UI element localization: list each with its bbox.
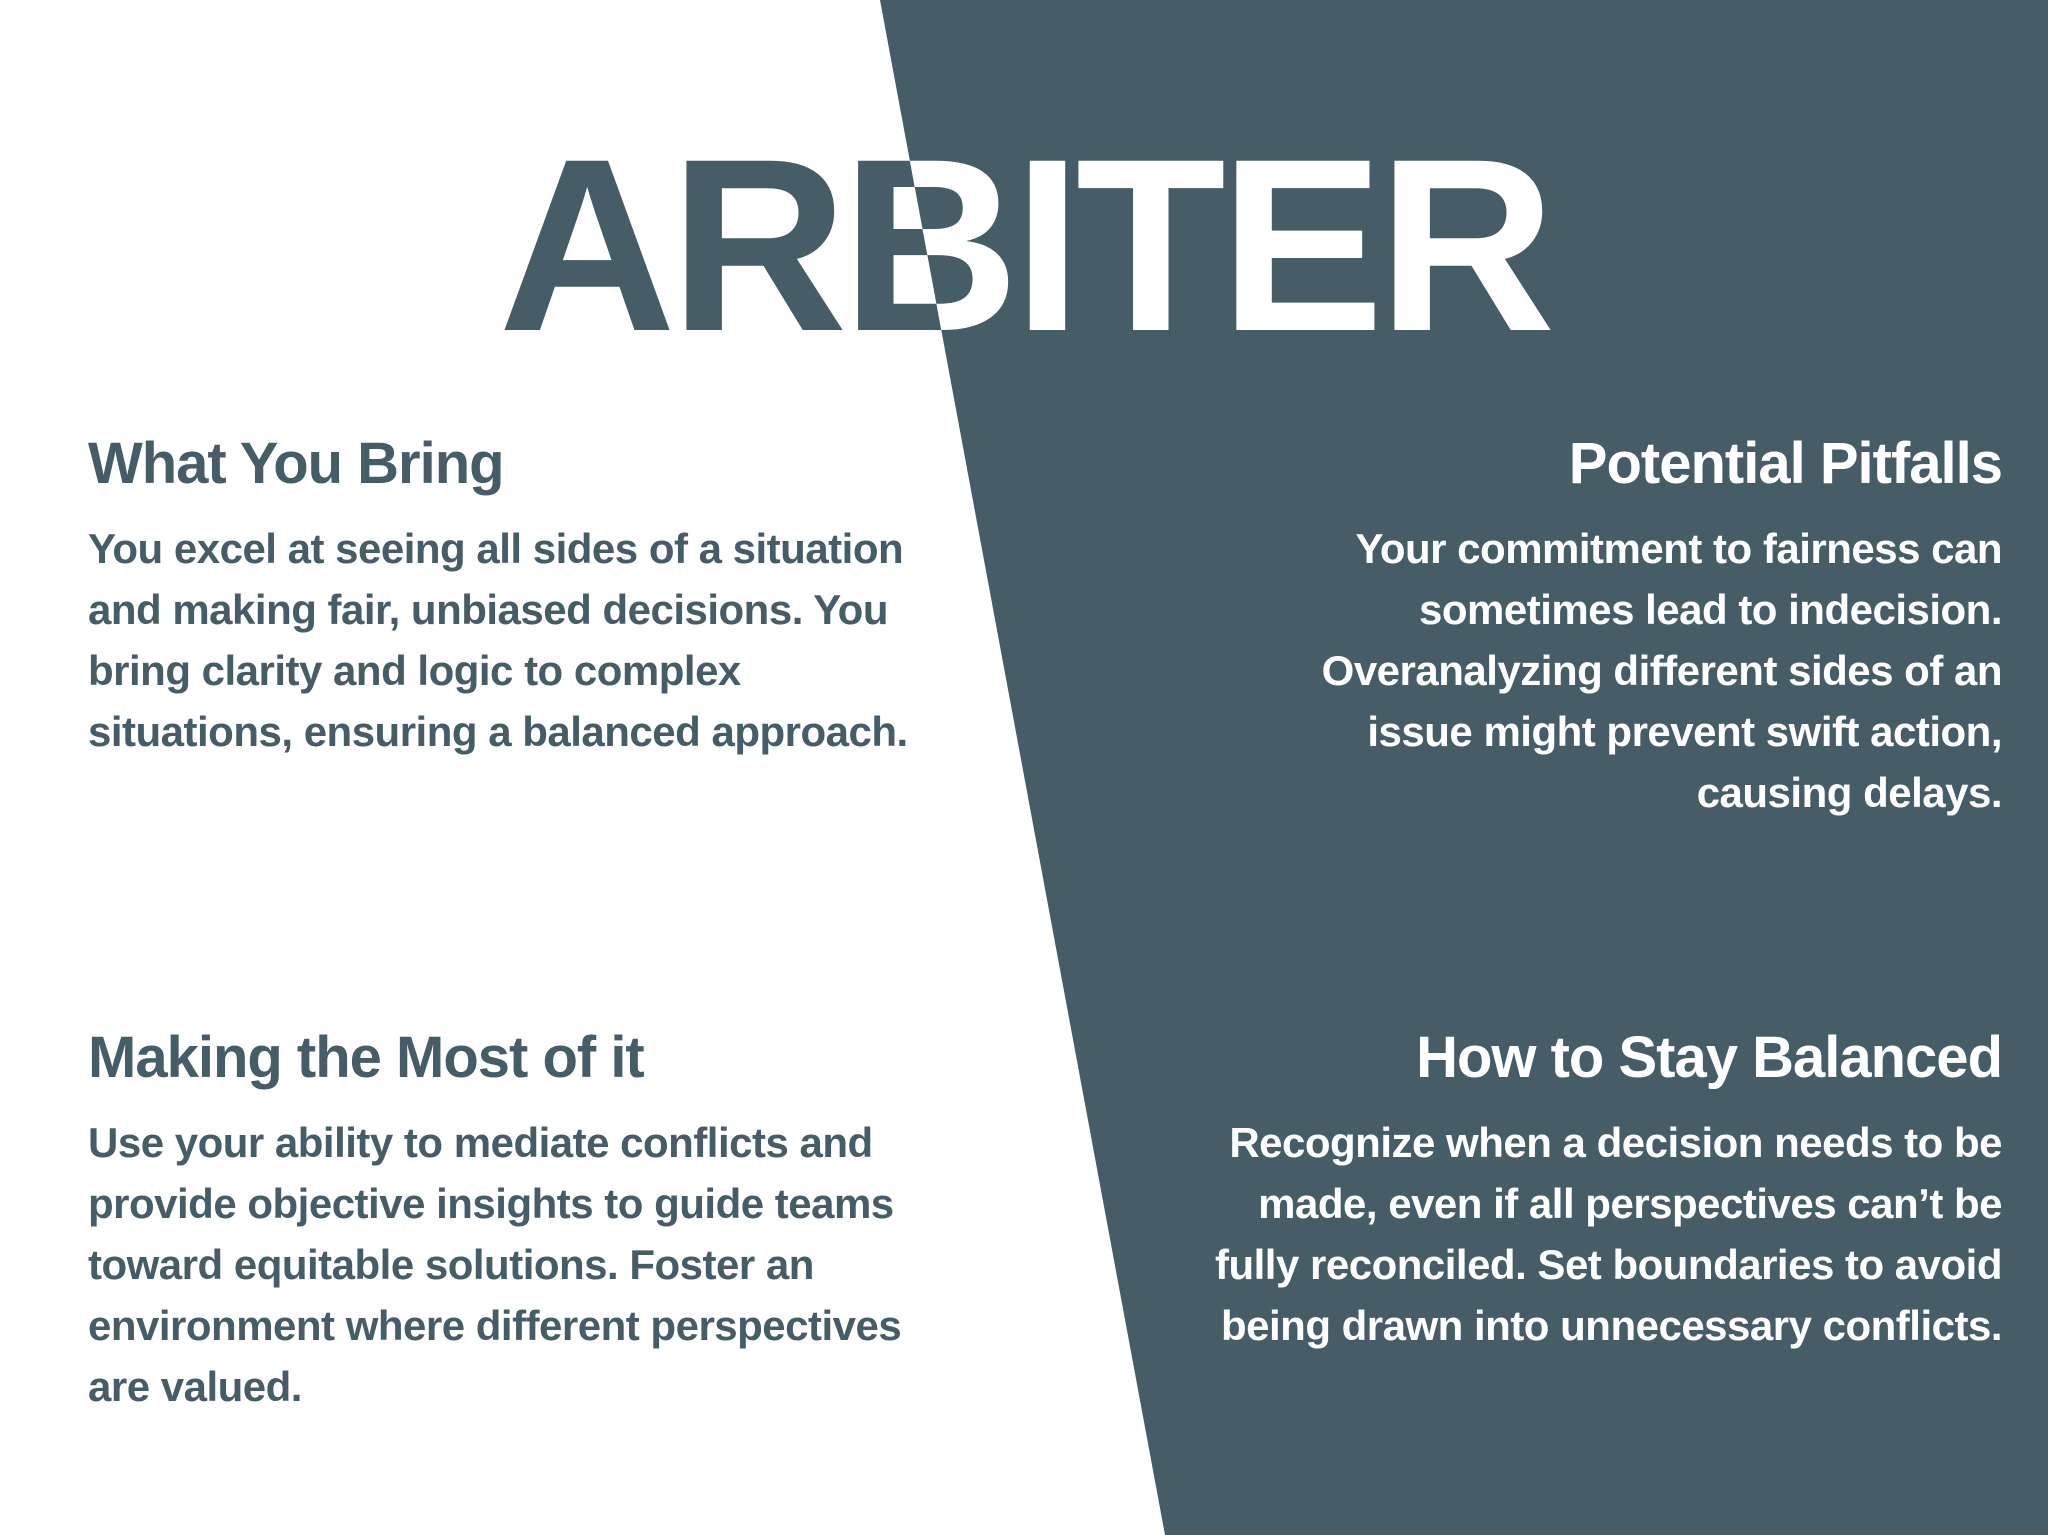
section-heading: Making the Most of it [88,1025,645,1090]
dark-panel [880,0,2048,1535]
section-what-you-bring: What You Bring You excel at seeing all s… [88,428,948,762]
section-body: Recognize when a decision needs to be ma… [1215,1119,2003,1349]
section-body: Use your ability to mediate conflicts an… [88,1119,902,1410]
title-text-light: ARBITER [498,108,1551,383]
section-making-the-most: Making the Most of it Use your ability t… [88,1022,968,1417]
section-body: You excel at seeing all sides of a situa… [88,525,908,755]
section-stay-balanced: How to Stay Balanced Recognize when a de… [1172,1022,2003,1356]
section-heading: What You Bring [88,431,505,496]
section-heading: Potential Pitfalls [1568,431,2003,496]
section-body: Your commitment to fairness can sometime… [1321,525,2003,816]
section-heading: How to Stay Balanced [1416,1025,2003,1090]
page-title: ARBITER ARBITER [498,108,1557,383]
section-potential-pitfalls: Potential Pitfalls Your commitment to fa… [1222,428,2003,823]
